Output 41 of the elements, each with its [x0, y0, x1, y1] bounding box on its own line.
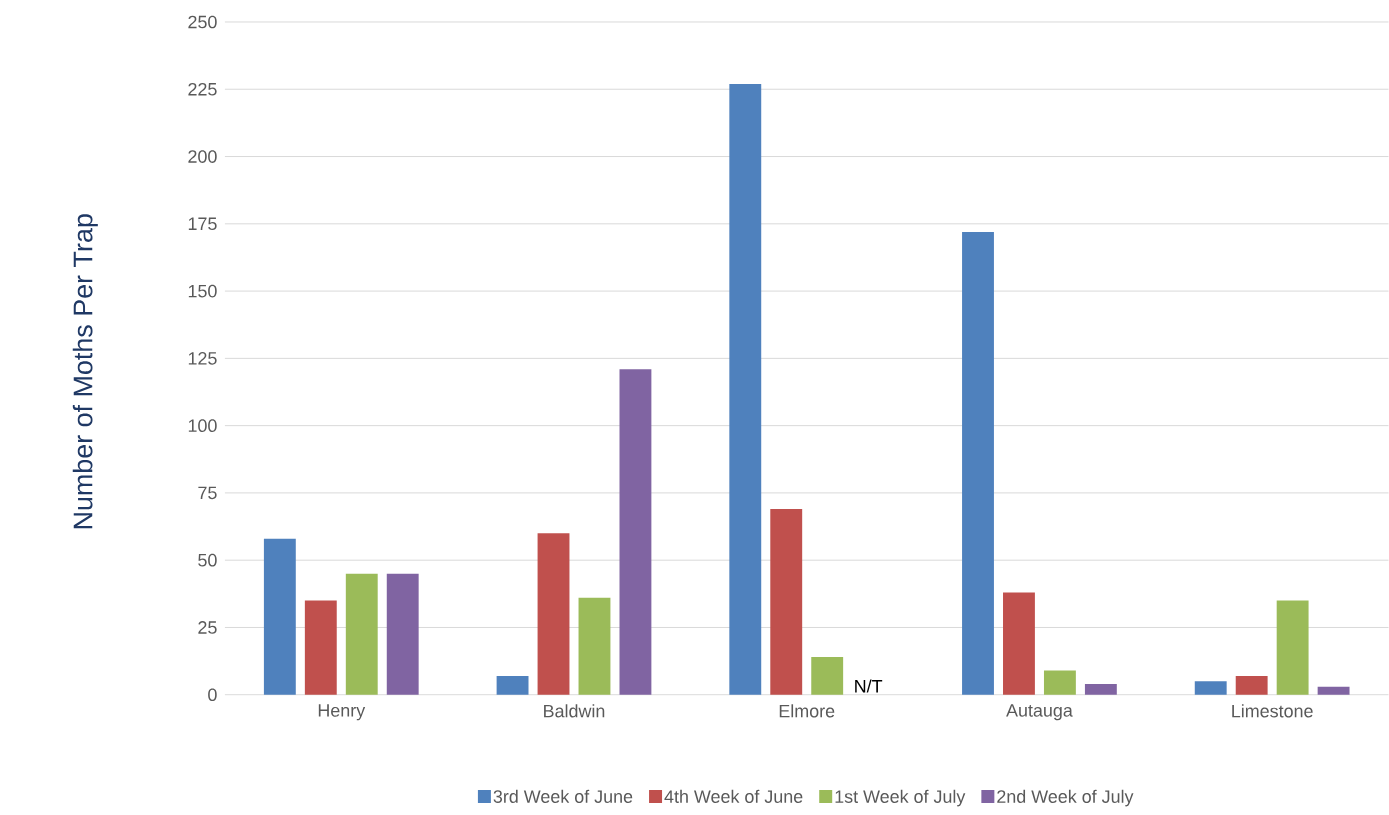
y-tick-label: 150	[188, 284, 217, 298]
x-tick-label: Henry	[318, 704, 366, 721]
bar	[1003, 592, 1035, 695]
bar	[496, 676, 529, 695]
bar	[1194, 681, 1227, 695]
bar	[962, 232, 994, 695]
bar	[263, 538, 296, 695]
bar	[1235, 676, 1268, 695]
y-tick-label: 75	[198, 486, 217, 500]
y-axis-title: Number of Moths Per Trap	[72, 214, 98, 529]
bar	[537, 533, 570, 695]
bar	[1276, 600, 1309, 695]
y-tick-label: 0	[208, 688, 217, 702]
y-tick-label: 200	[188, 150, 217, 164]
legend-label: 3rd Week of June	[493, 789, 633, 804]
bar	[345, 573, 378, 695]
bar	[304, 600, 337, 695]
y-tick-label: 125	[188, 352, 217, 365]
bar	[1317, 686, 1350, 695]
x-tick-label: Baldwin	[544, 704, 605, 718]
bar	[1043, 670, 1076, 695]
y-tick-label: 225	[188, 83, 217, 96]
x-tick-label: Elmore	[779, 704, 835, 718]
bar	[770, 509, 803, 695]
annotation: N/T	[855, 679, 883, 693]
bar	[1084, 684, 1117, 695]
legend-label: 1st Week of July	[835, 789, 966, 807]
y-tick-label: 100	[188, 419, 217, 433]
bar	[811, 657, 844, 695]
x-tick-label: Limestone	[1232, 704, 1313, 718]
x-tick-label: Autauga	[1006, 704, 1073, 721]
y-tick-label: 175	[188, 217, 217, 231]
y-tick-label: 250	[188, 15, 217, 29]
bar	[729, 84, 762, 695]
legend-label: 2nd Week of July	[997, 789, 1134, 807]
bar	[386, 573, 419, 695]
y-tick-label: 25	[198, 621, 217, 634]
y-tick-label: 50	[198, 553, 217, 567]
bar	[619, 369, 652, 695]
legend-label: 4th Week of June	[664, 789, 803, 804]
bar	[578, 598, 611, 695]
